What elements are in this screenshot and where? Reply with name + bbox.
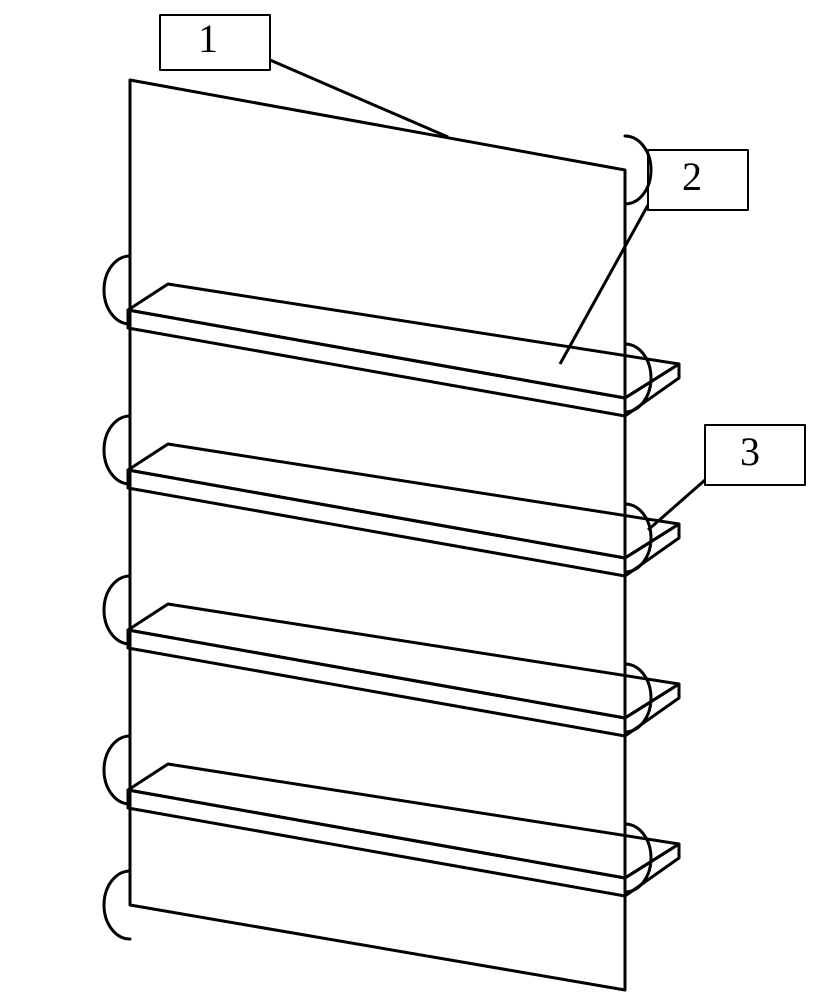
lug-left — [104, 576, 130, 644]
callout-label-2: 2 — [682, 154, 702, 199]
shelf-front — [128, 790, 625, 896]
callout-leader-1 — [270, 60, 448, 137]
shelf-front — [128, 470, 625, 576]
callout-leader-2 — [560, 205, 648, 364]
callouts-group: 1 2 3 — [160, 15, 805, 530]
lug-left — [104, 871, 130, 939]
technical-drawing: 1 2 3 — [0, 0, 822, 1000]
shelf-front — [128, 310, 625, 416]
lug-left — [104, 736, 130, 804]
lug-left — [104, 256, 130, 324]
shelf-top — [128, 604, 679, 718]
shelf-top — [128, 764, 679, 878]
shelf-front — [128, 630, 625, 736]
lug-left — [104, 416, 130, 484]
shelves-group — [128, 284, 679, 896]
shelf-top — [128, 444, 679, 558]
callout-label-1: 1 — [198, 16, 218, 61]
callout-label-3: 3 — [740, 429, 760, 474]
